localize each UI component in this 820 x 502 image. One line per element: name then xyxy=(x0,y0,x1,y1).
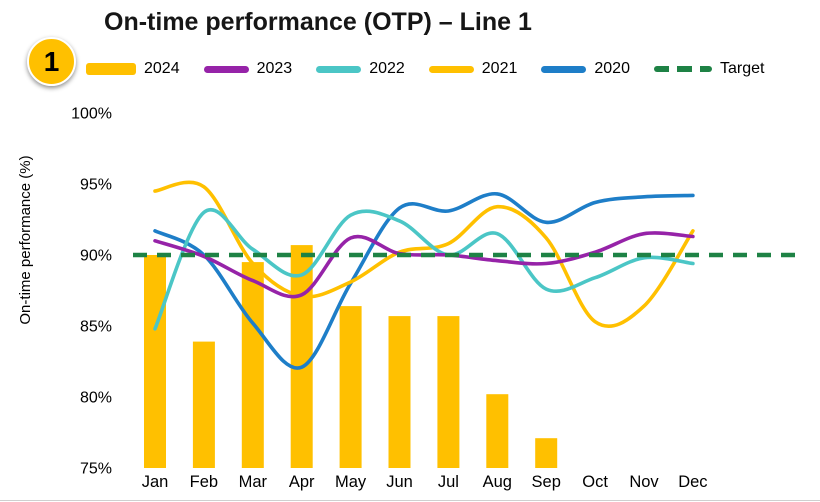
bar-2024-Aug xyxy=(486,394,508,468)
y-tick-label: 90% xyxy=(80,248,112,265)
bar-2024-Feb xyxy=(193,342,215,468)
y-axis-title: On-time performance (%) xyxy=(17,155,34,324)
bar-2024-May xyxy=(340,306,362,468)
legend-label: 2021 xyxy=(482,60,518,78)
lines-layer xyxy=(155,182,693,368)
slide-canvas: 1 On-time performance (OTP) – Line 1 202… xyxy=(0,0,820,502)
y-tick-label: 100% xyxy=(71,106,112,123)
line-2020 xyxy=(155,194,693,368)
x-tick-label: Sep xyxy=(532,473,561,491)
bar-2024-Sep xyxy=(535,438,557,468)
chart-legend: 2024 2023 2022 2021 2020 Target xyxy=(86,60,764,78)
line-2022 xyxy=(155,210,693,329)
legend-item-target: Target xyxy=(654,60,764,78)
bar-2024-Jul xyxy=(437,316,459,468)
y-tick-label: 80% xyxy=(80,390,112,407)
x-tick-label: Dec xyxy=(678,473,707,491)
legend-item-2021: 2021 xyxy=(429,60,518,78)
legend-item-2023: 2023 xyxy=(204,60,293,78)
x-tick-label: Nov xyxy=(629,473,659,491)
bar-2024-Mar xyxy=(242,262,264,468)
legend-label: Target xyxy=(720,60,764,78)
legend-swatch-2021 xyxy=(429,66,474,73)
x-tick-label: Jan xyxy=(142,473,169,491)
x-tick-label: Oct xyxy=(582,473,608,491)
y-tick-label: 95% xyxy=(80,177,112,194)
line-2023 xyxy=(155,233,693,297)
legend-label: 2020 xyxy=(594,60,630,78)
x-tick-label: Jul xyxy=(438,473,459,491)
bar-2024-Jun xyxy=(389,316,411,468)
x-tick-label: Jun xyxy=(386,473,413,491)
legend-item-2024: 2024 xyxy=(86,60,180,78)
bars-layer xyxy=(144,245,557,468)
bottom-divider xyxy=(0,500,820,501)
legend-item-2020: 2020 xyxy=(541,60,630,78)
x-tick-label: Aug xyxy=(483,473,512,491)
legend-label: 2023 xyxy=(257,60,293,78)
bar-2024-Apr xyxy=(291,245,313,468)
x-tick-label: May xyxy=(335,473,367,491)
step-badge: 1 xyxy=(27,37,76,86)
legend-swatch-2020 xyxy=(541,66,586,73)
legend-swatch-2024 xyxy=(86,63,136,75)
legend-item-2022: 2022 xyxy=(316,60,405,78)
legend-swatch-target xyxy=(654,66,712,72)
x-tick-label: Feb xyxy=(190,473,218,491)
x-tick-label: Mar xyxy=(239,473,268,491)
step-badge-number: 1 xyxy=(44,46,60,78)
legend-label: 2022 xyxy=(369,60,405,78)
bar-2024-Jan xyxy=(144,255,166,468)
legend-swatch-2022 xyxy=(316,66,361,73)
legend-swatch-2023 xyxy=(204,66,249,73)
y-tick-label: 75% xyxy=(80,461,112,478)
x-tick-label: Apr xyxy=(289,473,315,491)
legend-label: 2024 xyxy=(144,60,180,78)
y-tick-label: 85% xyxy=(80,319,112,336)
